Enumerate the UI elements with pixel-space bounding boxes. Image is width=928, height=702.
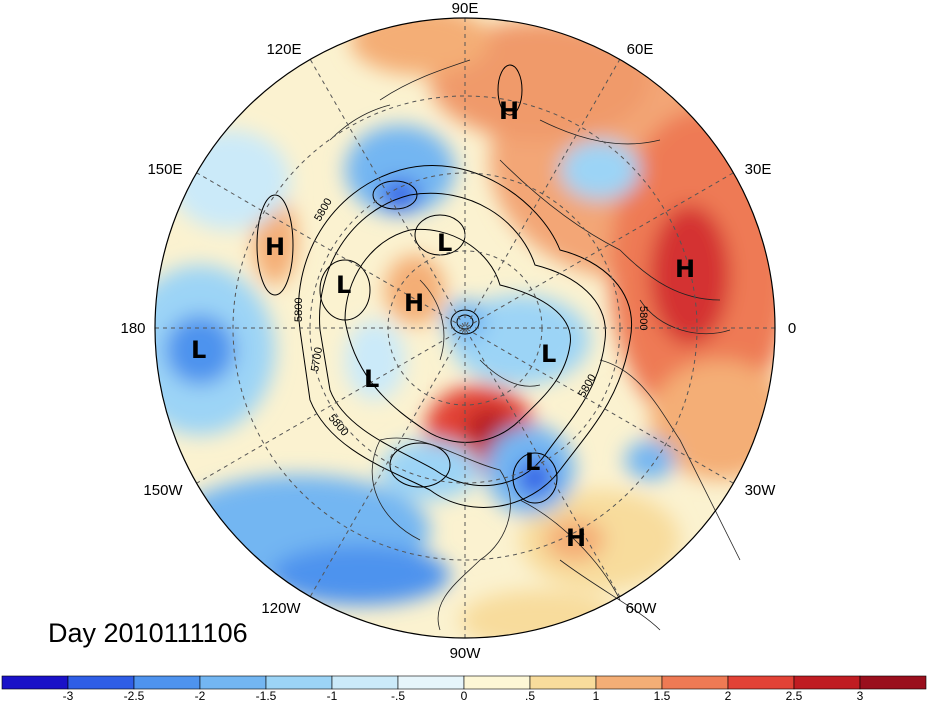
lon-label-30e: 30E <box>745 161 772 178</box>
high-pressure-marker: H <box>566 524 586 552</box>
colorbar-tick-label: 0 <box>461 689 468 702</box>
high-pressure-marker: H <box>404 289 424 317</box>
lon-label-90e: 90E <box>452 0 479 17</box>
high-pressure-marker: H <box>675 255 695 283</box>
date-title: Day 2010111106 <box>48 618 248 648</box>
lon-label-120e: 120E <box>266 41 301 58</box>
colorbar-tick-label: -1.5 <box>256 689 277 702</box>
colorbar-swatch <box>661 675 729 690</box>
low-pressure-marker: L <box>191 336 206 364</box>
high-pressure-marker: H <box>499 97 519 125</box>
height-contours <box>256 64 632 508</box>
colorbar-tick-label: 1.5 <box>654 689 671 702</box>
high-pressure-marker: H <box>265 233 285 261</box>
anomaly-field <box>155 18 775 638</box>
colorbar-tick-label: -.5 <box>391 689 405 702</box>
colorbar-tick-label: 3 <box>857 689 864 702</box>
colorbar-swatch <box>595 675 663 690</box>
lon-label-30w: 30W <box>745 482 777 499</box>
colorbar-swatch <box>265 675 333 690</box>
colorbar-swatch <box>331 675 399 690</box>
longitude-labels: 90E 60E 30E 0 30W 60W 90W 120W 150W 180 … <box>120 0 796 662</box>
colorbar: -3 -2.5 -2 -1.5 -1 -.5 0 .5 1 1.5 2 2.5 3 <box>1 675 927 702</box>
lon-label-90w: 90W <box>450 645 482 662</box>
contour-label: 5700 <box>309 346 325 372</box>
colorbar-tick-label: .5 <box>525 689 535 702</box>
colorbar-tick-label: 2 <box>725 689 732 702</box>
colorbar-swatch <box>1 675 69 690</box>
low-pressure-marker: L <box>437 229 452 257</box>
lon-label-120w: 120W <box>261 600 301 617</box>
low-pressure-marker: L <box>364 365 379 393</box>
colorbar-tick-label: 2.5 <box>786 689 803 702</box>
colorbar-swatch <box>133 675 201 690</box>
colorbar-swatch <box>463 675 531 690</box>
colorbar-swatch <box>199 675 267 690</box>
lon-label-60w: 60W <box>626 600 658 617</box>
pressure-systems: H H H H H L L L L L L L L <box>191 97 695 552</box>
graticule <box>155 18 775 638</box>
colorbar-tick-label: 1 <box>593 689 600 702</box>
contour-label: 5800 <box>637 306 649 330</box>
lon-label-60e: 60E <box>627 41 654 58</box>
colorbar-swatch <box>727 675 795 690</box>
lon-label-0: 0 <box>788 320 796 337</box>
colorbar-swatch <box>529 675 597 690</box>
contour-label: 5800 <box>293 298 305 322</box>
colorbar-swatch <box>793 675 861 690</box>
colorbar-tick-label: -1 <box>327 689 338 702</box>
low-pressure-marker: L <box>541 340 556 368</box>
lon-label-180: 180 <box>120 320 145 337</box>
lon-label-150e: 150E <box>147 161 182 178</box>
colorbar-swatch <box>67 675 135 690</box>
map-boundary <box>154 17 776 639</box>
low-pressure-marker: L <box>336 271 351 299</box>
colorbar-tick-label: -2.5 <box>124 689 145 702</box>
colorbar-tick-label: -3 <box>63 689 74 702</box>
colorbar-swatch <box>397 675 465 690</box>
lon-label-150w: 150W <box>143 482 183 499</box>
colorbar-swatch <box>859 675 927 690</box>
coastlines <box>329 59 741 631</box>
low-pressure-marker: L <box>525 448 540 476</box>
colorbar-tick-label: -2 <box>195 689 206 702</box>
